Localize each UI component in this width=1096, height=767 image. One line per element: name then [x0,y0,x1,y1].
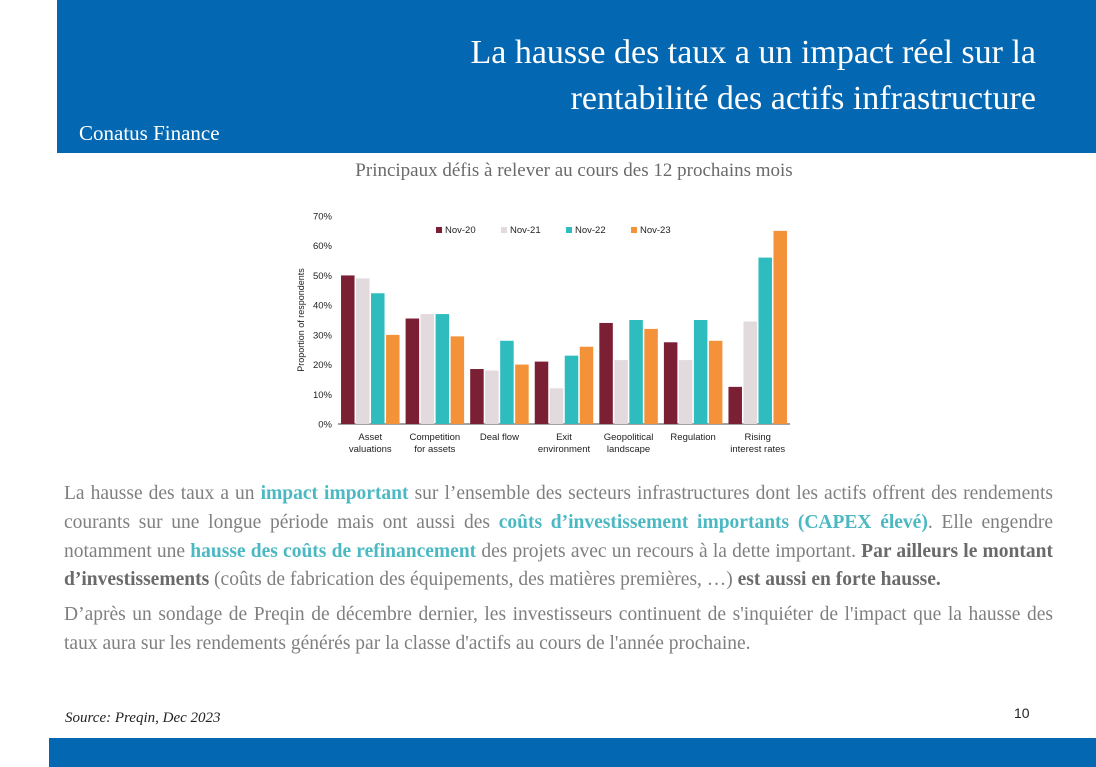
bar-nov-20 [534,361,549,424]
legend-label: Nov-22 [575,225,606,236]
bar-nov-23 [644,328,658,424]
x-tick-label: Asset [358,432,382,443]
bar-nov-21 [420,314,435,424]
legend-label: Nov-20 [445,225,476,236]
bar-nov-20 [599,322,613,424]
chart-caption: Principaux défis à relever au cours des … [355,160,793,181]
bar-nov-20 [405,318,420,424]
highlight-text: hausse des coûts de refinancement [190,540,477,562]
legend-swatch [631,227,637,233]
bar-nov-22 [758,257,772,424]
x-tick-label: valuations [349,444,392,455]
x-tick-label: Competition [410,432,461,443]
body-text: La hausse des taux a un impact important… [64,480,1053,665]
legend-swatch [501,227,507,233]
header-banner: La hausse des taux a un impact réel sur … [57,0,1096,153]
bar-chart-svg: 0% 10% 20% 30% 40% 50% 60% 70% Proportion of res… [296,212,790,455]
footer-bar [49,738,1096,767]
y-tick-label: 10% [313,390,333,401]
x-tick-label: Deal flow [480,432,519,443]
y-tick-label: 0% [318,420,332,431]
y-tick-label: 40% [313,301,333,312]
bar-nov-23 [773,230,787,424]
x-tick-label: for assets [414,444,455,455]
bar-nov-22 [371,293,385,424]
legend-swatch [566,227,572,233]
y-axis-label: Proportion of respondents [296,268,306,372]
highlight-text: est aussi en forte hausse. [737,569,941,591]
slide-title: La hausse des taux a un impact réel sur … [336,30,1036,122]
x-tick-label: landscape [607,444,650,455]
bar-nov-21 [614,360,628,424]
bar-nov-22 [693,320,708,424]
x-tick-label: Regulation [670,432,715,443]
bar-nov-21 [356,278,370,424]
page-number: 10 [1014,705,1030,721]
bar-nov-23 [450,336,465,424]
paragraph-2: D’après un sondage de Preqin de décembre… [64,604,1053,654]
text-run: des projets avec un recours à la dette i… [476,540,862,562]
text-run: La hausse des taux a un [64,483,261,504]
brand-name: Conatus Finance [79,121,220,145]
bar-nov-21 [678,360,693,424]
y-tick-label: 60% [313,241,333,252]
highlight-text: Par ailleurs le montant d’investissement… [64,540,1053,591]
bar-nov-20 [470,369,484,424]
bar-nov-20 [728,386,742,424]
bar-nov-20 [663,342,678,424]
bar-nov-22 [629,320,643,424]
text-run: . Elle engendre notamment une [64,511,1053,562]
legend-label: Nov-23 [640,225,671,236]
text-run: sur l’ensemble des secteurs infrastructu… [64,483,1054,533]
x-tick-label: interest rates [730,444,785,455]
bar-nov-21 [485,370,499,424]
legend-label: Nov-21 [510,225,541,236]
title-line-2: rentabilité des actifs infrastructure [570,80,1036,117]
highlight-text: coûts d’investissement importants (CAPEX… [498,511,928,533]
y-tick-label: 70% [313,212,333,223]
x-tick-label: Exit [556,432,572,443]
bar-nov-22 [500,340,514,424]
x-tick-label: Geopolitical [604,432,654,443]
bar-nov-23 [386,334,400,424]
legend-swatch [436,227,442,233]
bar-nov-23 [579,346,594,424]
source-note: Source: Preqin, Dec 2023 [65,710,221,726]
x-tick-label: environment [538,444,591,455]
x-tick-label: Rising [745,432,771,443]
bar-chart: 0% 10% 20% 30% 40% 50% 60% 70% Proportion of res… [290,200,810,466]
bar-nov-23 [708,340,723,424]
bar-nov-23 [515,364,529,424]
paragraph-1: La hausse des taux a un impact important… [64,480,1053,595]
y-tick-label: 30% [313,330,333,341]
y-tick-label: 20% [313,360,333,371]
bar-nov-20 [341,275,355,424]
text-run: (coûts de fabrication des équipements, d… [209,569,738,591]
title-line-1: La hausse des taux a un impact réel sur … [470,34,1036,71]
bar-nov-22 [564,355,579,424]
highlight-text: impact important [260,483,409,504]
bar-nov-21 [549,388,564,424]
y-tick-label: 50% [313,271,333,282]
bar-nov-22 [435,314,450,424]
bar-nov-21 [743,321,757,424]
